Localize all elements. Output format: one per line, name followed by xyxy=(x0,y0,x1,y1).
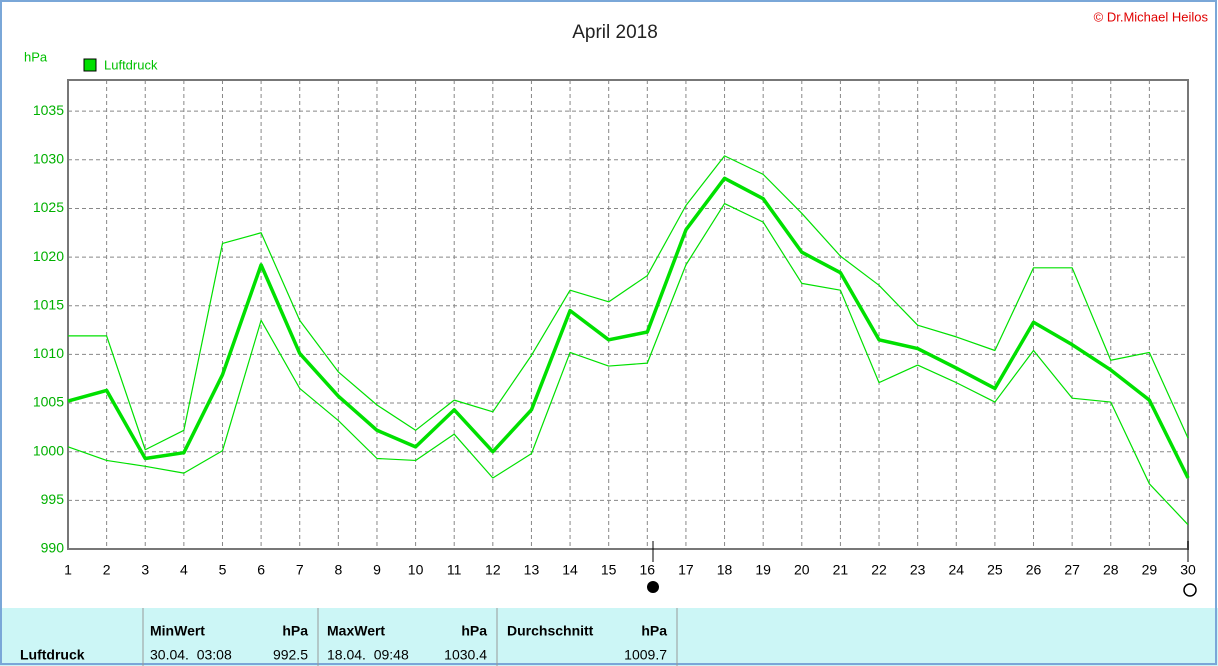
new-moon xyxy=(647,581,659,593)
y-tick-label: 1005 xyxy=(33,394,64,410)
x-tick-label: 8 xyxy=(334,562,342,578)
table-cell: 992.5 xyxy=(273,647,308,663)
y-tick-label: 990 xyxy=(41,540,65,556)
x-tick-label: 9 xyxy=(373,562,381,578)
table-header: Durchschnitt xyxy=(507,623,594,639)
x-tick-label: 1 xyxy=(64,562,72,578)
x-tick-label: 6 xyxy=(257,562,265,578)
mean-line xyxy=(67,176,1190,479)
x-tick-label: 3 xyxy=(141,562,149,578)
y-tick-label: 1015 xyxy=(33,296,64,312)
x-tick-label: 19 xyxy=(755,562,771,578)
x-tick-label: 18 xyxy=(717,562,733,578)
y-tick-label: 1010 xyxy=(33,345,64,361)
x-tick-label: 27 xyxy=(1064,562,1080,578)
table-header: hPa xyxy=(461,623,487,639)
table-background xyxy=(0,608,1218,666)
y-tick-label: 1020 xyxy=(33,248,64,264)
table: MinWert hPa MaxWert hPa Durchschnitt hPa… xyxy=(20,608,678,666)
x-tick-label: 10 xyxy=(408,562,424,578)
chart-title: April 2018 xyxy=(572,22,658,43)
range-line xyxy=(68,155,1189,451)
x-tick-label: 25 xyxy=(987,562,1003,578)
x-tick-label: 29 xyxy=(1142,562,1158,578)
x-tick-label: 16 xyxy=(640,562,656,578)
y-tick-label: 1035 xyxy=(33,102,64,118)
x-tick-label: 14 xyxy=(562,562,578,578)
y-axis-label: hPa xyxy=(24,49,48,64)
x-tick-label: 17 xyxy=(678,562,694,578)
y-tick-label: 995 xyxy=(41,491,65,507)
x-tick-label: 5 xyxy=(219,562,227,578)
legend-swatch xyxy=(83,58,97,72)
x-tick-label: 21 xyxy=(833,562,849,578)
x-tick-label: 24 xyxy=(948,562,964,578)
x-tick-label: 30 xyxy=(1180,562,1196,578)
x-tick-label: 26 xyxy=(1026,562,1042,578)
y-tick-label: 1030 xyxy=(33,150,64,166)
legend-label: Luftdruck xyxy=(104,57,158,72)
plot-area xyxy=(68,80,1188,549)
x-tick-label: 22 xyxy=(871,562,887,578)
row-label: Luftdruck xyxy=(20,647,85,663)
plot-border xyxy=(67,79,1189,550)
x-tick-label: 2 xyxy=(103,562,111,578)
x-tick-label: 20 xyxy=(794,562,810,578)
table-header: MinWert xyxy=(150,623,205,639)
table-cell: 1030.4 xyxy=(444,647,487,663)
full-moon xyxy=(1183,583,1197,597)
table-header: hPa xyxy=(282,623,308,639)
y-tick-label: 1025 xyxy=(33,199,64,215)
x-tick-label: 23 xyxy=(910,562,926,578)
x-tick-label: 12 xyxy=(485,562,501,578)
x-tick-label: 4 xyxy=(180,562,188,578)
table-cell: 1009.7 xyxy=(624,647,667,663)
x-tick-label: 7 xyxy=(296,562,304,578)
range-line xyxy=(67,202,1189,526)
table-header: MaxWert xyxy=(327,623,385,639)
table-cell: 18.04. 09:48 xyxy=(327,647,409,663)
x-tick-label: 11 xyxy=(447,562,462,578)
table-cell: 30.04. 03:08 xyxy=(150,647,232,663)
copyright: © Dr.Michael Heilos xyxy=(1094,9,1209,24)
y-tick-label: 1000 xyxy=(33,442,64,458)
x-tick-label: 28 xyxy=(1103,562,1119,578)
x-tick-label: 15 xyxy=(601,562,617,578)
table-header: hPa xyxy=(641,623,667,639)
x-tick-label: 13 xyxy=(524,562,540,578)
